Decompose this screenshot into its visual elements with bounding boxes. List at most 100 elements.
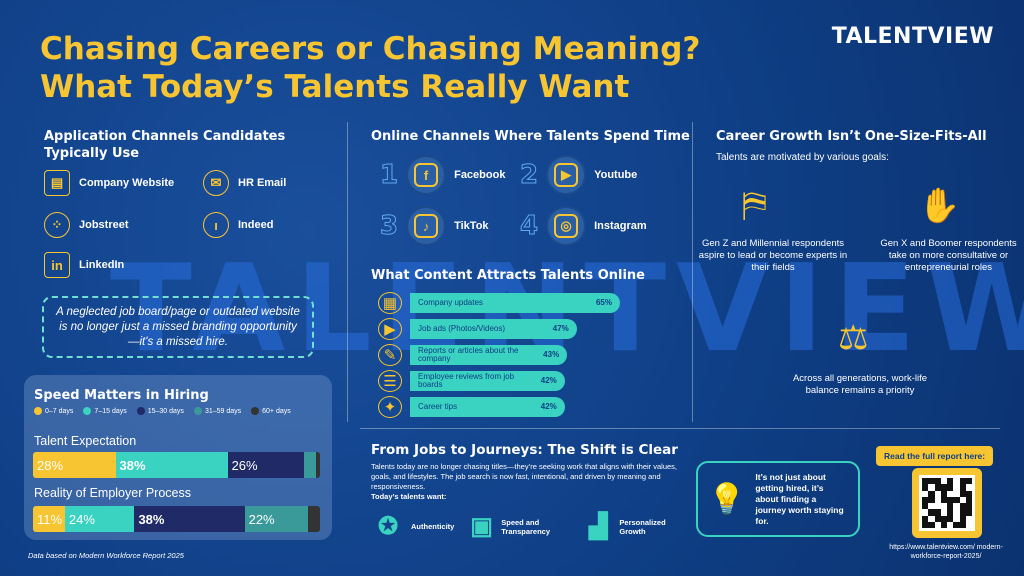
qr-cell [953, 484, 960, 491]
legend-item: 0–7 days [34, 407, 73, 415]
missed-hire-callout: A neglected job board/page or outdated w… [42, 296, 314, 358]
content-bar-label: Reports or articles about the company [418, 346, 519, 363]
report-url-link[interactable]: https://www.talentview.com/ modern-workf… [889, 544, 1003, 560]
content-bar-label: Job ads (Photos/Videos) [418, 324, 506, 333]
qr-cell [947, 484, 954, 491]
speed-legend: 0–7 days 7–15 days 15–30 days 31–59 days… [34, 407, 291, 415]
content-bar: Employee reviews from job boards 42% [410, 371, 565, 391]
legend-swatch [251, 407, 260, 415]
qr-cell [922, 478, 929, 485]
tiktok-icon: ♪ [406, 206, 447, 246]
qr-cell [940, 484, 947, 491]
qr-cell [928, 503, 935, 510]
qr-cell [965, 478, 972, 485]
qr-cell [947, 503, 954, 510]
content-bar-row: ▶ Job ads (Photos/Videos) 47% [378, 318, 577, 340]
want-label: Speed and Transparency [501, 517, 551, 536]
review-icon: ☰ [378, 370, 402, 392]
speed-heading: Speed Matters in Hiring [34, 388, 209, 403]
reality-label: Reality of Employer Process [34, 486, 192, 500]
email-icon: ✉ [203, 170, 229, 196]
content-bar: Company updates 65% [410, 293, 620, 313]
source-note: Data based on Modern Workforce Report 20… [28, 551, 184, 560]
legend-swatch [193, 407, 202, 415]
qr-cell [922, 515, 929, 522]
qr-cell [953, 515, 960, 522]
bar-segment: 11% [33, 506, 65, 532]
platform-instagram: 4 ◎ Instagram [519, 206, 647, 246]
legend-swatch [136, 407, 145, 415]
qr-cell [953, 490, 960, 497]
platform-facebook: 1 f Facebook [379, 155, 506, 195]
qr-cell [947, 496, 954, 503]
video-icon: ▶ [378, 318, 402, 340]
qr-cell [959, 478, 966, 485]
content-bar-row: ✎ Reports or articles about the company 43… [378, 344, 568, 366]
rank-number: 3 [379, 211, 399, 242]
qr-cell [953, 478, 960, 485]
qr-cell [959, 490, 966, 497]
content-heading: What Content Attracts Talents Online [371, 268, 645, 283]
page-title: Chasing Careers or Chasing Meaning? What… [40, 30, 700, 106]
qr-cell [940, 496, 947, 503]
qr-cell [934, 496, 941, 503]
legend-item: 15–30 days [136, 407, 184, 415]
channel-linkedin: in LinkedIn [44, 252, 124, 278]
qr-cell [928, 490, 935, 497]
instagram-icon: ◎ [546, 206, 587, 246]
reality-bar: 11% 24% 38% 22% [33, 506, 320, 532]
platform-tiktok: 3 ♪ TikTok [379, 206, 489, 246]
qr-cell [965, 496, 972, 503]
qr-cell [940, 509, 947, 516]
channel-label: Company Website [79, 177, 175, 189]
qr-cell [959, 509, 966, 516]
read-report-button[interactable]: Read the full report here: [876, 446, 994, 466]
qr-cell [934, 490, 941, 497]
goal-text: Gen Z and Millennial respondents aspire … [698, 238, 848, 273]
qr-cell [940, 490, 947, 497]
content-bar: Job ads (Photos/Videos) 47% [410, 319, 577, 339]
instagram-glyph: ◎ [554, 214, 579, 238]
lightbulb-icon: 💡 [708, 482, 746, 516]
qr-pattern [919, 475, 975, 531]
content-bar-label: Employee reviews from job boards [418, 372, 515, 389]
qr-cell [940, 503, 947, 510]
content-bar-row: ▦ Company updates 65% [378, 292, 620, 314]
legend-label: 7–15 days [94, 407, 127, 415]
qr-cell [965, 521, 972, 528]
channel-indeed: ı Indeed [203, 212, 273, 238]
channel-label: Jobstreet [79, 219, 129, 231]
content-bar-label: Company updates [418, 298, 483, 307]
qr-cell [934, 484, 941, 491]
qr-cell [934, 521, 941, 528]
qr-cell [940, 478, 947, 485]
website-icon: ▤ [44, 170, 70, 196]
platform-label: TikTok [454, 220, 489, 232]
bar-segment: 38% [134, 506, 245, 532]
qr-cell [934, 503, 941, 510]
qr-cell [959, 496, 966, 503]
legend-label: 60+ days [262, 407, 291, 415]
qr-cell [965, 490, 972, 497]
jobstreet-icon: ⁘ [44, 212, 70, 238]
qr-cell [947, 515, 954, 522]
platform-label: Facebook [454, 169, 506, 181]
qr-cell [947, 509, 954, 516]
qr-cell [934, 515, 941, 522]
divider-right [692, 122, 693, 422]
legend-label: 31–59 days [204, 407, 242, 415]
qr-cell [928, 496, 935, 503]
divider-bottom [360, 428, 1000, 429]
facebook-glyph: f [414, 163, 439, 187]
journey-callout-text: It’s not just about getting hired, it’s … [755, 471, 844, 526]
qr-cell [959, 484, 966, 491]
qr-cell [959, 515, 966, 522]
qr-cell [928, 509, 935, 516]
content-bar-value: 43% [543, 350, 560, 359]
qr-code[interactable] [912, 468, 982, 538]
rank-number: 2 [519, 160, 539, 191]
journeys-body: Talents today are no longer chasing titl… [371, 462, 677, 491]
channel-company-website: ▤ Company Website [44, 170, 174, 196]
channel-label: LinkedIn [79, 259, 125, 271]
online-channels-heading: Online Channels Where Talents Spend Time [371, 129, 690, 144]
